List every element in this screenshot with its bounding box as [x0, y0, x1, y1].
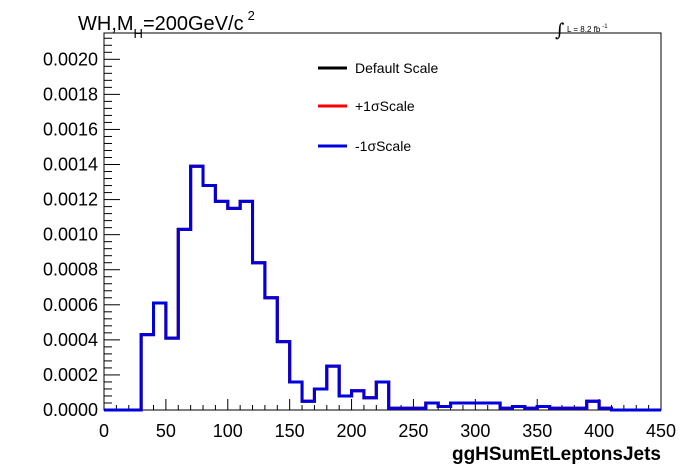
luminosity-superscript: -1 — [602, 24, 608, 30]
x-tick-label-250: 250 — [398, 421, 428, 441]
luminosity-value: L = 8.2 fb — [567, 25, 601, 34]
x-tick-label-300: 300 — [460, 421, 490, 441]
y-tick-label-7: 0.0014 — [43, 155, 98, 175]
x-tick-label-0: 0 — [99, 421, 109, 441]
y-tick-label-3: 0.0006 — [43, 295, 98, 315]
x-tick-label-200: 200 — [337, 421, 367, 441]
x-tick-label-50: 50 — [156, 421, 176, 441]
x-axis-label: ggHSumEtLeptonsJets — [452, 444, 661, 465]
plot-frame — [103, 32, 662, 411]
legend: Default Scale +1σScale -1σScale — [318, 60, 438, 154]
y-tick-label-1: 0.0002 — [43, 365, 98, 385]
y-tick-label-6: 0.0012 — [43, 190, 98, 210]
y-tick-label-5: 0.0010 — [43, 225, 98, 245]
series-line-0 — [104, 164, 661, 412]
luminosity-label: L = 8.2 fb -1 — [567, 24, 608, 34]
y-tick-label-0: 0.0000 — [43, 400, 98, 420]
y-tick-label-9: 0.0018 — [43, 84, 98, 104]
y-tick-label-8: 0.0016 — [43, 119, 98, 139]
series-layer — [104, 164, 661, 412]
legend-label-plus1sigma: +1σScale — [355, 98, 415, 114]
x-tick-label-450: 450 — [646, 421, 676, 441]
series-line-2 — [104, 164, 661, 412]
chart-title-rest: =200GeV/c — [143, 13, 244, 35]
chart-title-main: WH,M — [78, 13, 134, 35]
y-tick-label-4: 0.0008 — [43, 260, 98, 280]
series-line-1 — [104, 164, 661, 412]
x-tick-label-400: 400 — [584, 421, 614, 441]
x-tick-label-150: 150 — [275, 421, 305, 441]
integral-sign: ∫ — [555, 20, 565, 41]
chart-title: WH,MH=200GeV/c 2 — [78, 8, 255, 41]
y-tick-label-10: 0.0020 — [43, 49, 98, 69]
legend-label-default: Default Scale — [355, 60, 438, 76]
axes: 0 50 100 150 200 250 300 350 400 450 0.0000 0.0002 0… — [43, 37, 676, 441]
legend-label-minus1sigma: -1σScale — [355, 138, 411, 154]
x-tick-label-350: 350 — [522, 421, 552, 441]
y-tick-label-2: 0.0004 — [43, 330, 98, 350]
chart-title-superscript: 2 — [248, 8, 255, 23]
x-tick-label-100: 100 — [213, 421, 243, 441]
